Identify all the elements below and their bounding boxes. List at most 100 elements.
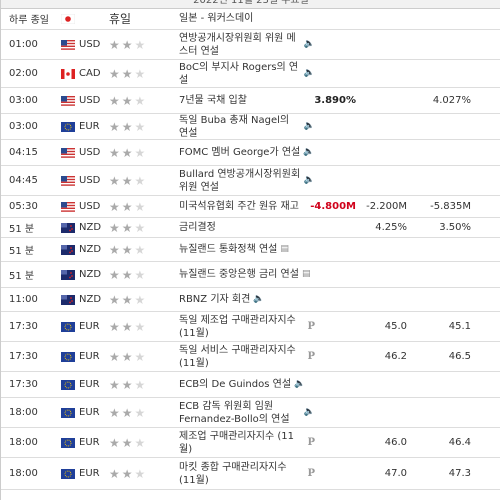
flag-icon <box>61 13 75 24</box>
star: ★ <box>121 349 135 364</box>
event: 독일 서비스 구매관리자지수 (11월) P <box>179 342 315 371</box>
event-name: 7년물 국채 입찰 <box>179 95 247 106</box>
star: ★ <box>121 220 135 235</box>
flag-icon <box>61 68 75 79</box>
event: FOMC 멤버 George가 연설 🔈 <box>179 140 315 165</box>
star: ★ <box>109 145 122 160</box>
event-row: 18:00 EUR ★ ★ ★ ECB 감독 위원회 임원 Fernandez-Bollo… <box>1 398 500 428</box>
star: ★ <box>109 37 122 52</box>
event: 제조업 구매관리자지수 (11월) P <box>179 428 315 457</box>
flag <box>61 312 75 341</box>
importance-stars: ★ ★ ★ <box>109 238 147 261</box>
time: 하루 종일 <box>9 15 49 26</box>
event-row: 18:00 EUR ★ ★ ★ 마킷 종합 구매관리자지수 (11월) P 47.0 47.3 <box>1 458 500 490</box>
actual: 3.890% <box>314 95 356 106</box>
importance-stars: ★ ★ ★ <box>109 342 147 371</box>
previous: 46.4 <box>448 437 471 448</box>
star: ★ <box>109 173 122 188</box>
flag-icon <box>61 437 75 448</box>
star: ★ <box>121 319 135 334</box>
importance-stars: ★ ★ ★ <box>109 288 147 311</box>
flag-icon <box>61 269 75 280</box>
flag-icon <box>61 39 75 50</box>
star: ★ <box>121 119 135 134</box>
star: ★ <box>121 435 135 450</box>
speech-icon: 🔈 <box>303 68 315 78</box>
speech-icon: 🔈 <box>294 379 306 389</box>
star: ★ <box>109 466 122 481</box>
time: 18:00 <box>9 468 38 479</box>
time: 02:00 <box>9 68 38 79</box>
event-row: 05:30 USD ★ ★ ★ 미국석유협회 주간 원유 재고 -4.800M -2.200M… <box>1 196 500 218</box>
flag <box>61 88 75 113</box>
flag <box>61 218 75 237</box>
event: 금리결정 <box>179 218 315 237</box>
event-row: 51 분 NZD ★ ★ ★ 금리결정 4.25% 3.50% <box>1 218 500 238</box>
currency: NZD <box>79 244 102 255</box>
star: ★ <box>134 405 148 420</box>
star: ★ <box>121 466 135 481</box>
event-name: 독일 서비스 구매관리자지수 (11월) <box>179 344 296 369</box>
star: ★ <box>134 267 148 282</box>
date-header: 2022년 11월 23일 수요일 <box>1 0 500 9</box>
event-name: RBNZ 기자 회견 <box>179 294 251 305</box>
holiday-row: 하루 종일 휴일 일본 - 워커스데이 <box>1 8 500 30</box>
time: 05:30 <box>9 201 38 212</box>
flag <box>61 166 75 195</box>
event-name: Bullard 연방공개시장위원회 위원 연설 <box>179 168 301 193</box>
flag-icon <box>61 379 75 390</box>
event-row: 02:00 CAD ★ ★ ★ BoC의 부지사 Rogers의 연설 🔈 <box>1 60 500 88</box>
star: ★ <box>121 37 135 52</box>
star: ★ <box>134 242 148 257</box>
star: ★ <box>121 93 135 108</box>
preliminary-icon: P <box>307 321 315 332</box>
speech-icon: 🔈 <box>303 39 315 49</box>
currency: USD <box>79 95 101 106</box>
event: 일본 - 워커스데이 <box>179 13 254 24</box>
event-name: 연방공개시장위원회 위원 메스터 연설 <box>179 32 296 57</box>
time: 03:00 <box>9 121 38 132</box>
star: ★ <box>121 242 135 257</box>
star: ★ <box>109 267 122 282</box>
event-name: 마킷 종합 구매관리자지수 (11월) <box>179 461 287 486</box>
time: 17:30 <box>9 351 38 362</box>
flag-icon <box>61 407 75 418</box>
flag <box>61 262 75 287</box>
star: ★ <box>109 405 122 420</box>
event-row: 17:30 EUR ★ ★ ★ ECB의 De Guindos 연설 🔈 <box>1 372 500 398</box>
time: 51 분 <box>9 271 35 282</box>
forecast: 47.0 <box>384 468 407 479</box>
importance-stars: ★ ★ ★ <box>109 458 147 489</box>
flag <box>61 114 75 139</box>
event-row: 04:45 USD ★ ★ ★ Bullard 연방공개시장위원회 위원 연설 🔈 <box>1 166 500 196</box>
star: ★ <box>109 349 122 364</box>
speech-icon: 🔈 <box>253 294 265 304</box>
event-name: FOMC 멤버 George가 연설 <box>179 147 301 158</box>
forecast: 45.0 <box>384 321 407 332</box>
flag-icon <box>61 351 75 362</box>
star: ★ <box>134 37 148 52</box>
flag <box>61 8 75 29</box>
flag <box>61 398 75 427</box>
star: ★ <box>121 145 135 160</box>
star: ★ <box>134 377 148 392</box>
time: 03:00 <box>9 95 38 106</box>
time: 11:00 <box>9 294 38 305</box>
importance-stars: ★ ★ ★ <box>109 196 147 217</box>
time: 18:00 <box>9 437 38 448</box>
event-row: 01:00 USD ★ ★ ★ 연방공개시장위원회 위원 메스터 연설 🔈 <box>1 30 500 60</box>
currency: EUR <box>79 407 100 418</box>
speech-icon: 🔈 <box>303 175 315 185</box>
forecast: 46.0 <box>384 437 407 448</box>
currency: CAD <box>79 68 101 79</box>
flag <box>61 428 75 457</box>
star: ★ <box>109 319 122 334</box>
previous: 45.1 <box>448 321 471 332</box>
event: 미국석유협회 주간 원유 재고 <box>179 196 315 217</box>
flag-icon <box>61 294 75 305</box>
currency: NZD <box>79 222 102 233</box>
event-row: 51 분 NZD ★ ★ ★ 뉴질랜드 중앙은행 금리 연설 ▤ <box>1 262 500 288</box>
report-icon: ▤ <box>301 269 311 279</box>
star: ★ <box>134 145 148 160</box>
event-name: 뉴질랜드 통화정책 연설 <box>179 244 278 255</box>
